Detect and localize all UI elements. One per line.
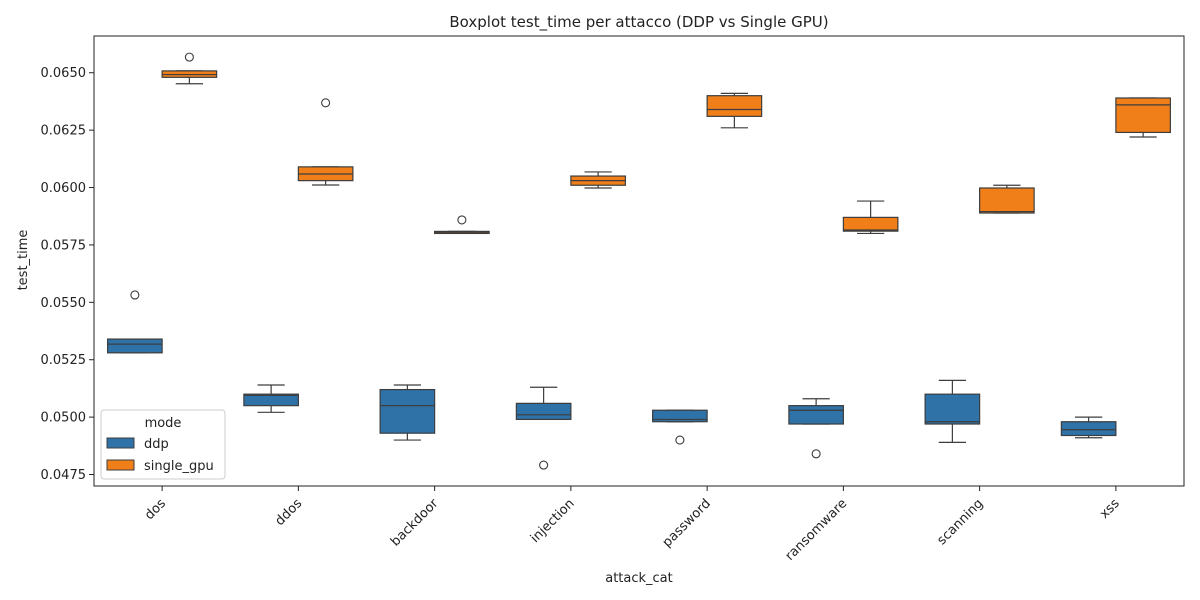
box-body bbox=[515, 402, 572, 421]
outlier-point bbox=[539, 460, 549, 470]
outlier-point bbox=[184, 52, 194, 62]
box-body bbox=[243, 393, 299, 407]
x-tick-label: injection bbox=[528, 496, 578, 546]
box-ddp-dos bbox=[107, 290, 163, 354]
outlier-point bbox=[675, 435, 685, 445]
box-body bbox=[652, 409, 708, 423]
legend-entry-ddp: ddp bbox=[144, 437, 169, 452]
box-body bbox=[924, 393, 981, 425]
plot-frame bbox=[93, 35, 1185, 487]
y-tick-label: 0.0600 bbox=[41, 181, 87, 196]
x-tick-label: ransomware bbox=[783, 496, 851, 564]
y-axis-label: test_time bbox=[16, 230, 31, 291]
x-tick-label: xss bbox=[1097, 496, 1123, 522]
box-body bbox=[842, 216, 899, 232]
x-axis-label: attack_cat bbox=[605, 571, 673, 586]
x-tick-label: backdoor bbox=[388, 496, 442, 550]
legend: mode ddp single_gpu bbox=[100, 409, 226, 480]
box-single_gpu-injection bbox=[570, 171, 626, 189]
legend-title: mode bbox=[145, 416, 182, 431]
box-single_gpu-password bbox=[706, 92, 763, 129]
y-tick-label: 0.0525 bbox=[41, 353, 87, 368]
outlier-point bbox=[321, 98, 331, 108]
y-axis: 0.0475 0.0500 0.0525 0.0550 0.0575 0.0600 0.06… bbox=[41, 66, 94, 483]
box-body bbox=[379, 388, 436, 434]
box-ddp-backdoor bbox=[379, 384, 436, 441]
x-tick-label: scanning bbox=[935, 496, 987, 548]
outlier-point bbox=[130, 290, 140, 300]
y-tick-label: 0.0475 bbox=[41, 468, 87, 483]
x-tick-label: dos bbox=[142, 496, 169, 523]
legend-swatch-single_gpu bbox=[106, 459, 135, 471]
box-ddp-injection bbox=[515, 386, 572, 470]
y-tick-label: 0.0575 bbox=[41, 238, 87, 253]
box-single_gpu-scanning bbox=[979, 184, 1035, 214]
legend-entry-single_gpu: single_gpu bbox=[144, 459, 214, 474]
chart-title: Boxplot test_time per attacco (DDP vs Si… bbox=[449, 13, 828, 32]
box-body bbox=[1060, 421, 1117, 437]
box-single_gpu-xss bbox=[1115, 97, 1171, 138]
y-tick-label: 0.0650 bbox=[41, 66, 87, 81]
box-body bbox=[1115, 97, 1171, 134]
box-ddp-password bbox=[652, 409, 708, 445]
outlier-point bbox=[811, 449, 821, 459]
box-ddp-xss bbox=[1060, 416, 1117, 439]
box-ddp-scanning bbox=[924, 379, 981, 443]
x-tick-label: password bbox=[660, 496, 714, 550]
legend-swatch-ddp bbox=[106, 437, 135, 449]
x-axis: dos ddos backdoor injection password ransomwa… bbox=[142, 486, 1123, 564]
y-tick-label: 0.0500 bbox=[41, 411, 87, 426]
box-single_gpu-dos bbox=[161, 52, 218, 85]
box-single_gpu-ddos bbox=[297, 98, 354, 186]
y-tick-label: 0.0625 bbox=[41, 124, 87, 139]
plot-area bbox=[93, 35, 1185, 487]
box-body bbox=[979, 187, 1035, 214]
box-single_gpu-backdoor bbox=[434, 215, 490, 235]
y-tick-label: 0.0550 bbox=[41, 296, 87, 311]
box-body bbox=[107, 338, 163, 354]
x-tick-label: ddos bbox=[273, 496, 306, 529]
box-body bbox=[788, 405, 844, 425]
outlier-point bbox=[457, 215, 467, 225]
box-body bbox=[706, 95, 763, 117]
box-ddp-ransomware bbox=[788, 398, 844, 459]
box-ddp-ddos bbox=[243, 384, 299, 413]
box-single_gpu-ransomware bbox=[842, 200, 899, 235]
